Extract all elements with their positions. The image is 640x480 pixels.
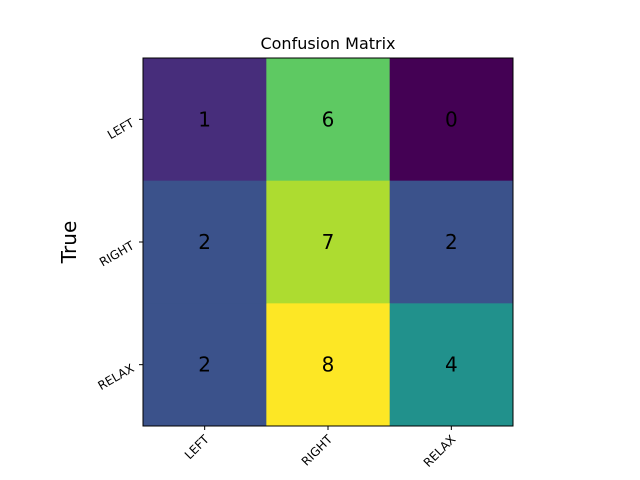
cell-value-labels: 1 6 0 2 7 2 2 8 4 (198, 107, 457, 376)
x-tick-label: RELAX (421, 432, 459, 470)
cell-value-right-right: 7 (322, 230, 335, 254)
heatmap-cell-relax-relax (389, 303, 514, 427)
cell-value-left-relax: 0 (445, 107, 458, 131)
x-tick-label: LEFT (182, 432, 212, 462)
heatmap-cell-right-left (143, 180, 267, 304)
y-tick-label: LEFT (105, 115, 137, 142)
y-tick-label: RIGHT (97, 238, 137, 269)
heatmap-cell-left-relax (389, 58, 514, 182)
y-axis-label: True (57, 221, 81, 264)
chart-title: Confusion Matrix (260, 34, 395, 53)
x-tick-label: RIGHT (299, 432, 336, 469)
cell-value-right-relax: 2 (445, 230, 458, 254)
y-tick-label: RELAX (95, 361, 136, 393)
heatmap-cell-left-right (266, 58, 391, 182)
heatmap-cell-right-right (266, 180, 391, 304)
heatmap-cell-left-left (143, 58, 267, 182)
heatmap-cell-relax-right (266, 303, 391, 427)
cell-value-relax-right: 8 (322, 353, 335, 377)
cell-value-right-left: 2 (198, 230, 211, 254)
heatmap-cell-right-relax (389, 180, 514, 304)
cell-value-relax-left: 2 (198, 353, 211, 377)
heatmap-cells (143, 58, 514, 427)
cell-value-relax-relax: 4 (445, 353, 458, 377)
cell-value-left-right: 6 (322, 107, 335, 131)
cell-value-left-left: 1 (198, 107, 211, 131)
heatmap-cell-relax-left (143, 303, 267, 427)
